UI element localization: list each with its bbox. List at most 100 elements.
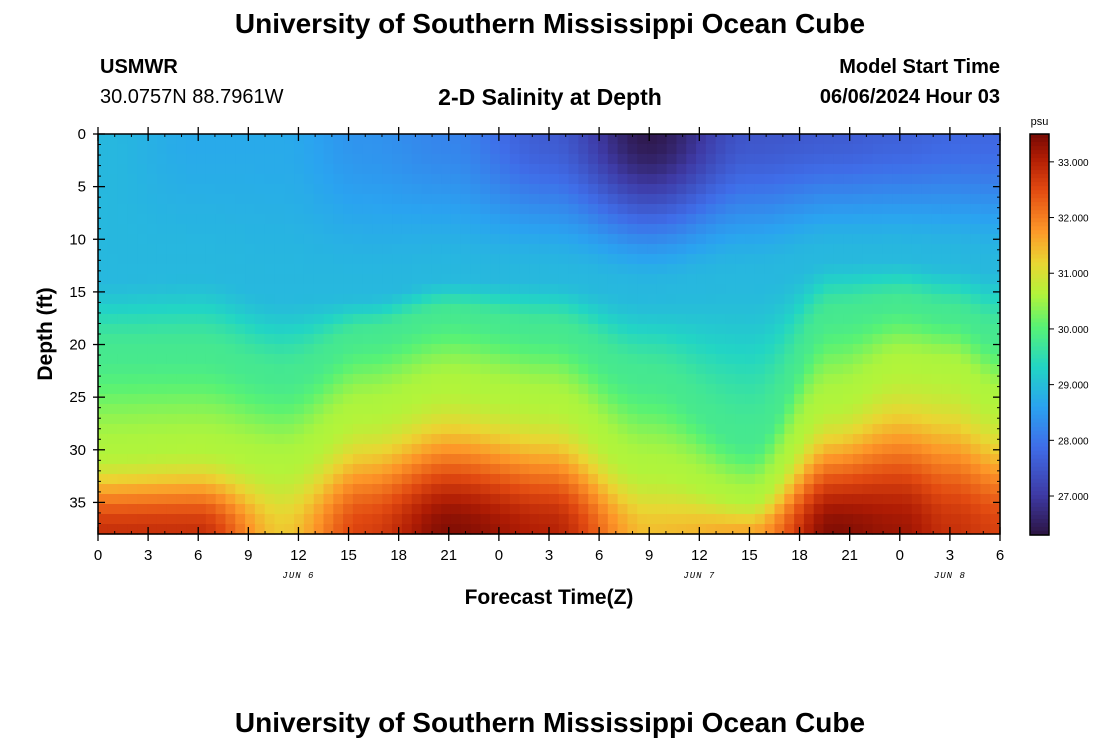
- heatmap-cell: [941, 214, 952, 225]
- heatmap-cell: [784, 504, 795, 515]
- heatmap-cell: [98, 264, 109, 275]
- heatmap-cell: [960, 144, 972, 155]
- heatmap-cell: [637, 214, 648, 225]
- heatmap-cell: [519, 474, 530, 485]
- heatmap-cell: [588, 394, 599, 405]
- heatmap-cell: [107, 414, 119, 425]
- heatmap-cell: [421, 434, 432, 445]
- heatmap-cell: [607, 134, 619, 145]
- heatmap-cell: [480, 154, 491, 165]
- heatmap-cell: [872, 204, 883, 215]
- heatmap-cell: [264, 334, 276, 345]
- heatmap-cell: [392, 474, 403, 485]
- heatmap-cell: [950, 524, 962, 535]
- heatmap-cell: [441, 394, 452, 405]
- heatmap-cell: [333, 424, 344, 435]
- heatmap-cell: [333, 434, 344, 445]
- heatmap-cell: [509, 494, 521, 505]
- heatmap-cell: [549, 364, 560, 375]
- heatmap-cell: [196, 324, 207, 335]
- heatmap-cell: [225, 424, 236, 435]
- heatmap-cell: [833, 304, 844, 315]
- heatmap-cell: [372, 134, 383, 145]
- heatmap-cell: [647, 144, 658, 155]
- heatmap-cell: [196, 524, 207, 535]
- heatmap-cell: [588, 224, 599, 235]
- heatmap-cell: [941, 194, 952, 205]
- heatmap-cell: [490, 394, 501, 405]
- heatmap-cell: [823, 464, 834, 475]
- heatmap-cell: [578, 184, 589, 195]
- heatmap-cell: [392, 254, 403, 265]
- heatmap-cell: [313, 324, 325, 335]
- heatmap-cell: [764, 284, 776, 295]
- heatmap-cell: [509, 474, 521, 485]
- heatmap-cell: [833, 234, 844, 245]
- heatmap-cell: [745, 264, 756, 275]
- heatmap-cell: [470, 354, 481, 365]
- heatmap-cell: [696, 224, 707, 235]
- heatmap-cell: [313, 424, 325, 435]
- heatmap-cell: [774, 524, 785, 535]
- colorbar-cell: [1030, 206, 1049, 211]
- heatmap-cell: [382, 384, 393, 395]
- heatmap-cell: [735, 234, 746, 245]
- heatmap-cell: [529, 504, 540, 515]
- heatmap-cell: [499, 454, 511, 465]
- heatmap-cell: [549, 444, 560, 455]
- heatmap-cell: [921, 304, 932, 315]
- heatmap-cell: [401, 264, 413, 275]
- heatmap-cell: [352, 214, 364, 225]
- heatmap-cell: [284, 374, 295, 385]
- heatmap-cell: [343, 364, 354, 375]
- heatmap-cell: [460, 184, 472, 195]
- heatmap-cell: [588, 264, 599, 275]
- heatmap-cell: [460, 164, 472, 175]
- heatmap-cell: [137, 364, 148, 375]
- heatmap-cell: [333, 234, 344, 245]
- heatmap-cell: [176, 264, 187, 275]
- heatmap-cell: [568, 504, 580, 515]
- heatmap-cell: [843, 314, 854, 325]
- heatmap-cell: [950, 294, 962, 305]
- heatmap-cell: [784, 204, 795, 215]
- heatmap-cell: [176, 274, 187, 285]
- heatmap-cell: [205, 234, 217, 245]
- heatmap-cell: [186, 374, 197, 385]
- heatmap-cell: [549, 324, 560, 335]
- heatmap-cell: [127, 214, 138, 225]
- heatmap-cell: [950, 194, 962, 205]
- heatmap-cell: [754, 414, 766, 425]
- heatmap-cell: [882, 164, 893, 175]
- heatmap-cell: [401, 484, 413, 495]
- heatmap-cell: [294, 374, 305, 385]
- heatmap-cell: [411, 274, 423, 285]
- heatmap-cell: [98, 294, 109, 305]
- heatmap-cell: [833, 324, 844, 335]
- heatmap-cell: [460, 454, 472, 465]
- colorbar-cell: [1030, 334, 1049, 340]
- heatmap-cell: [794, 474, 805, 485]
- heatmap-cell: [549, 414, 560, 425]
- heatmap-cell: [607, 294, 619, 305]
- heatmap-cell: [284, 484, 295, 495]
- heatmap-cell: [254, 504, 266, 515]
- heatmap-cell: [284, 444, 295, 455]
- heatmap-cell: [235, 404, 246, 415]
- heatmap-cell: [313, 484, 325, 495]
- heatmap-cell: [558, 364, 570, 375]
- heatmap-cell: [490, 384, 501, 395]
- heatmap-cell: [294, 134, 305, 145]
- heatmap-cell: [441, 144, 452, 155]
- heatmap-cell: [470, 404, 481, 415]
- heatmap-cell: [784, 144, 795, 155]
- heatmap-cell: [666, 474, 678, 485]
- heatmap-cell: [313, 384, 325, 395]
- heatmap-cell: [156, 224, 168, 235]
- heatmap-cell: [480, 134, 491, 145]
- heatmap-cell: [392, 504, 403, 515]
- heatmap-cell: [303, 464, 315, 475]
- heatmap-cell: [892, 454, 903, 465]
- heatmap-cell: [499, 344, 511, 355]
- heatmap-cell: [735, 254, 746, 265]
